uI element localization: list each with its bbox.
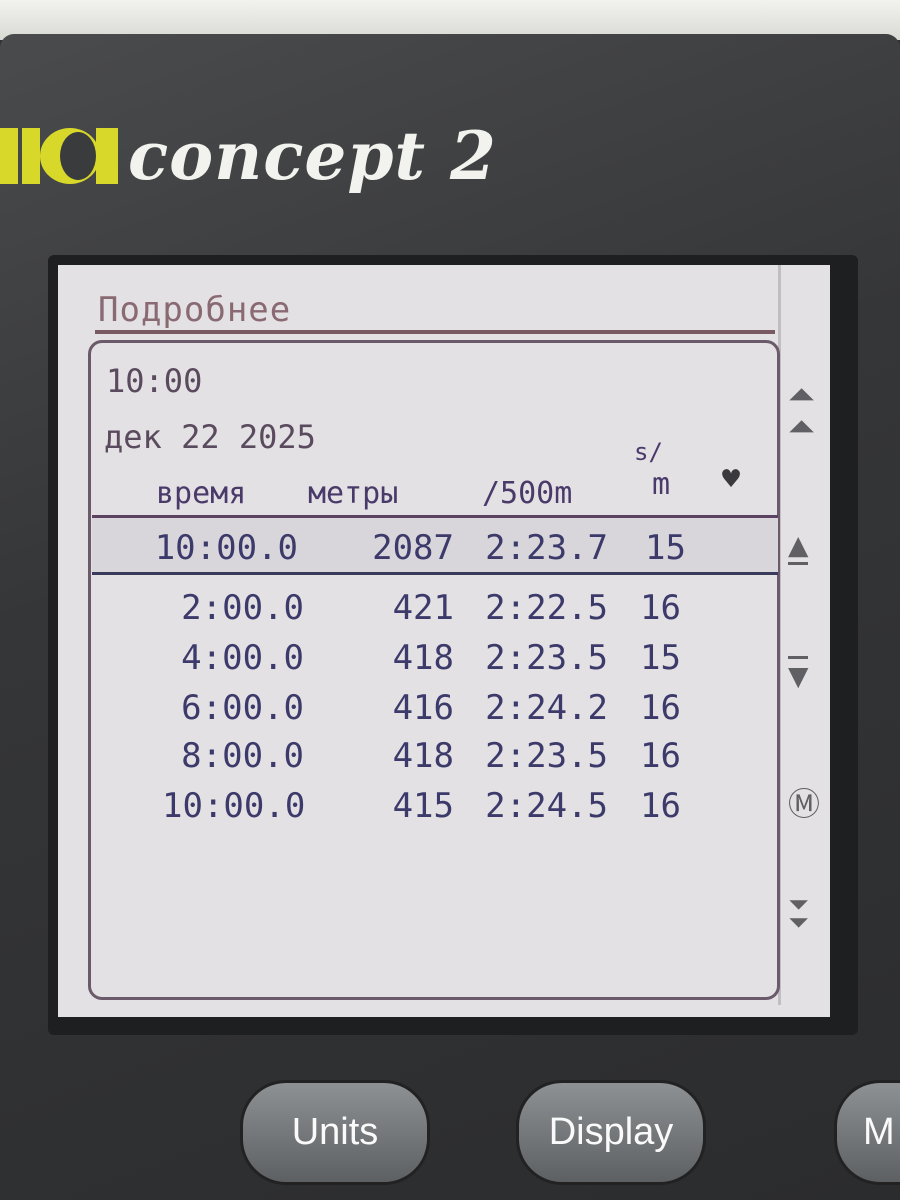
display-button[interactable]: Display	[516, 1080, 706, 1185]
split-spm: 16	[640, 786, 681, 826]
split-pace: 2:24.5	[485, 786, 608, 826]
workout-duration: 10:00	[106, 362, 203, 400]
split-spm: 16	[640, 588, 681, 628]
summary-meters: 2087	[372, 528, 454, 568]
concept2-logo: concept 2	[0, 117, 497, 195]
split-pace: 2:24.2	[485, 688, 608, 728]
split-pace: 2:23.5	[485, 638, 608, 678]
col-time: время	[156, 476, 247, 511]
split-meters: 415	[392, 786, 454, 826]
split-pace: 2:23.5	[485, 736, 608, 776]
heart-icon: ♥	[722, 462, 741, 497]
col-meters: метры	[308, 476, 399, 511]
summary-pace: 2:23.7	[485, 528, 608, 568]
split-time: 10:00.0	[162, 786, 306, 826]
menu-icon[interactable]: Ⓜ	[788, 785, 821, 823]
col-pace: /500m	[482, 476, 573, 511]
split-row: 2:00.0 421 2:22.5 16	[92, 588, 778, 628]
scroll-down-icon[interactable]: ▼	[788, 656, 809, 696]
split-meters: 418	[392, 638, 454, 678]
split-pace: 2:22.5	[485, 588, 608, 628]
col-spm-top: s/	[634, 438, 663, 466]
split-time: 6:00.0	[181, 688, 304, 728]
page-up-icon[interactable]: ⏶	[788, 375, 816, 415]
split-meters: 421	[392, 588, 454, 628]
page-up-icon-2: ⏶	[788, 407, 816, 447]
split-spm: 15	[640, 638, 681, 678]
brand-name: concept 2	[128, 117, 497, 195]
split-row: 8:00.0 418 2:23.5 16	[92, 736, 778, 776]
summary-row-highlight[interactable]	[92, 515, 778, 575]
split-time: 4:00.0	[181, 638, 304, 678]
menu-button[interactable]: M	[834, 1080, 900, 1185]
logo-mark-icon	[0, 122, 120, 190]
page-down-icon[interactable]: ⏷ ⏷	[788, 890, 809, 939]
split-row: 4:00.0 418 2:23.5 15	[92, 638, 778, 678]
screen-title: Подробнее	[98, 290, 292, 330]
split-meters: 416	[392, 688, 454, 728]
split-row: 10:00.0 415 2:24.5 16	[92, 786, 778, 826]
units-button[interactable]: Units	[240, 1080, 430, 1185]
details-panel	[88, 340, 780, 1000]
summary-time: 10:00.0	[154, 528, 298, 568]
lcd-screen	[58, 265, 830, 1017]
title-divider	[95, 330, 775, 334]
scroll-up-icon[interactable]: ▲	[788, 525, 809, 565]
background-wall	[0, 0, 900, 40]
split-time: 2:00.0	[181, 588, 304, 628]
split-meters: 418	[392, 736, 454, 776]
summary-row[interactable]: 10:00.0 2087 2:23.7 15	[92, 528, 778, 568]
col-spm-bottom: m	[652, 467, 671, 502]
summary-spm: 15	[645, 528, 686, 568]
split-spm: 16	[640, 688, 681, 728]
workout-date: дек 22 2025	[104, 418, 316, 456]
split-time: 8:00.0	[181, 736, 304, 776]
split-row: 6:00.0 416 2:24.2 16	[92, 688, 778, 728]
split-spm: 16	[640, 736, 681, 776]
